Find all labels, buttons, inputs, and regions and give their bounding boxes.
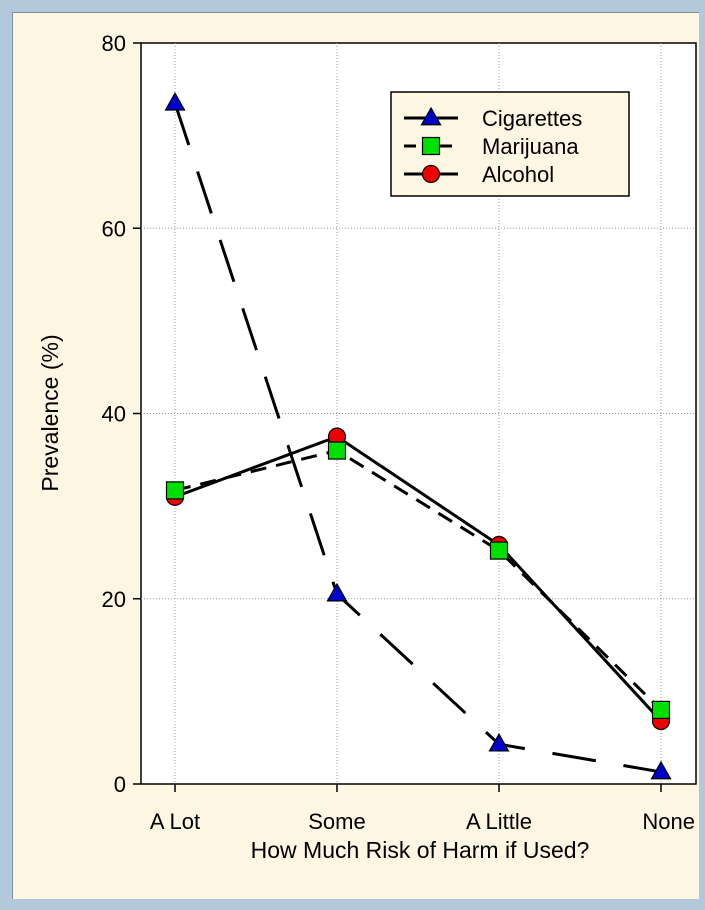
legend: Cigarettes Marijuana Alcohol: [390, 91, 630, 197]
data-point-marijuana: [489, 541, 509, 560]
x-tick-label: A Lot: [150, 809, 200, 834]
y-tick-label: 60: [102, 216, 126, 241]
data-point-marijuana: [651, 700, 671, 720]
x-tick-label: A Little: [466, 809, 532, 834]
data-point-cigarettes: [164, 91, 186, 111]
data-point-marijuana: [165, 481, 185, 500]
y-tick-label: 20: [102, 587, 126, 612]
y-axis: 0 20 40 60 80: [102, 31, 141, 797]
legend-label-cigarettes: Cigarettes: [482, 106, 582, 131]
legend-label-marijuana: Marijuana: [482, 134, 579, 159]
x-tick-label: Some: [308, 809, 365, 834]
series-lines: [173, 102, 663, 774]
series-markers: [164, 91, 672, 780]
y-tick-label: 0: [114, 772, 126, 797]
data-point-cigarettes: [326, 582, 348, 602]
legend-marker-marijuana: [421, 136, 441, 156]
series-line-marijuana: [174, 448, 663, 711]
data-point-marijuana: [327, 441, 347, 460]
data-point-cigarettes: [650, 760, 672, 780]
series-line-alcohol: [174, 434, 663, 723]
y-tick-label: 40: [102, 402, 126, 427]
x-axis: A Lot Some A Little None: [150, 784, 695, 834]
x-axis-label: How Much Risk of Harm if Used?: [251, 837, 590, 863]
x-tick-label: None: [642, 809, 695, 834]
legend-marker-cigarettes: [420, 106, 442, 126]
y-axis-label: Prevalence (%): [37, 334, 63, 491]
series-line-cigarettes: [173, 102, 662, 774]
y-tick-label: 80: [102, 31, 126, 56]
legend-label-alcohol: Alcohol: [482, 162, 554, 187]
legend-marker-alcohol: [421, 164, 441, 184]
data-point-cigarettes: [488, 732, 510, 752]
